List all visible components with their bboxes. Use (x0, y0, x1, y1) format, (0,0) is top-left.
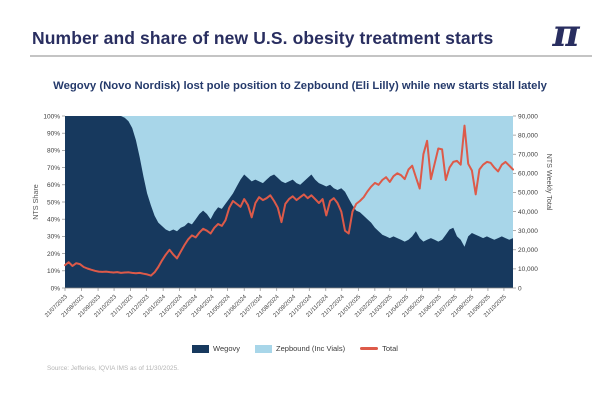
svg-text:60%: 60% (47, 182, 60, 189)
svg-text:40,000: 40,000 (518, 209, 538, 216)
chart-title: Wegovy (Novo Nordisk) lost pole position… (53, 80, 547, 92)
svg-text:40%: 40% (47, 217, 60, 224)
legend-label: Wegovy (213, 344, 241, 353)
svg-text:60,000: 60,000 (518, 171, 538, 178)
right-axis-label: NTS Weekly Total (545, 154, 554, 211)
svg-text:80%: 80% (47, 148, 60, 155)
chart-legend: Wegovy Zepbound (Inc Vials) Total (0, 344, 590, 353)
header-divider (30, 55, 592, 57)
svg-text:30%: 30% (47, 234, 60, 241)
svg-text:0: 0 (518, 285, 522, 292)
svg-text:90%: 90% (47, 131, 60, 138)
total-swatch-icon (360, 347, 379, 350)
svg-text:90,000: 90,000 (518, 113, 538, 120)
svg-text:70,000: 70,000 (518, 152, 538, 159)
svg-text:20,000: 20,000 (518, 247, 538, 254)
legend-item-zepbound: Zepbound (Inc Vials) (255, 344, 345, 353)
svg-text:100%: 100% (43, 113, 60, 120)
wegovy-swatch-icon (192, 344, 210, 353)
pi-logo-icon: π (552, 11, 580, 55)
legend-item-total: Total (360, 344, 398, 353)
left-axis-ticks: 0% 10% 20% 30% 40% 50% 60% 70% 80% 90% 100% (43, 113, 65, 292)
legend-label: Total (382, 344, 398, 353)
svg-text:30,000: 30,000 (518, 228, 538, 235)
svg-text:10,000: 10,000 (518, 266, 538, 273)
zepbound-swatch-icon (255, 344, 273, 353)
legend-item-wegovy: Wegovy (192, 344, 240, 353)
left-axis-label: NTS Share (31, 184, 40, 220)
source-note: Source: Jefferies, IQVIA IMS as of 11/30… (47, 365, 179, 372)
svg-text:80,000: 80,000 (518, 132, 538, 139)
x-axis-ticks: 21/07/202321/08/202321/09/202321/10/2023… (44, 288, 508, 319)
svg-text:20%: 20% (47, 251, 60, 258)
wegovy-area (65, 116, 513, 288)
right-axis-ticks: 0 10,000 20,000 30,000 40,000 50,000 60,000 70,… (513, 113, 538, 292)
svg-text:10%: 10% (47, 268, 60, 275)
legend-label: Zepbound (Inc Vials) (276, 344, 346, 353)
svg-text:50,000: 50,000 (518, 190, 538, 197)
total-line (64, 124, 514, 277)
svg-text:70%: 70% (47, 165, 60, 172)
svg-text:50%: 50% (47, 199, 60, 206)
svg-text:0%: 0% (51, 285, 61, 292)
page-title: Number and share of new U.S. obesity tre… (32, 28, 494, 48)
